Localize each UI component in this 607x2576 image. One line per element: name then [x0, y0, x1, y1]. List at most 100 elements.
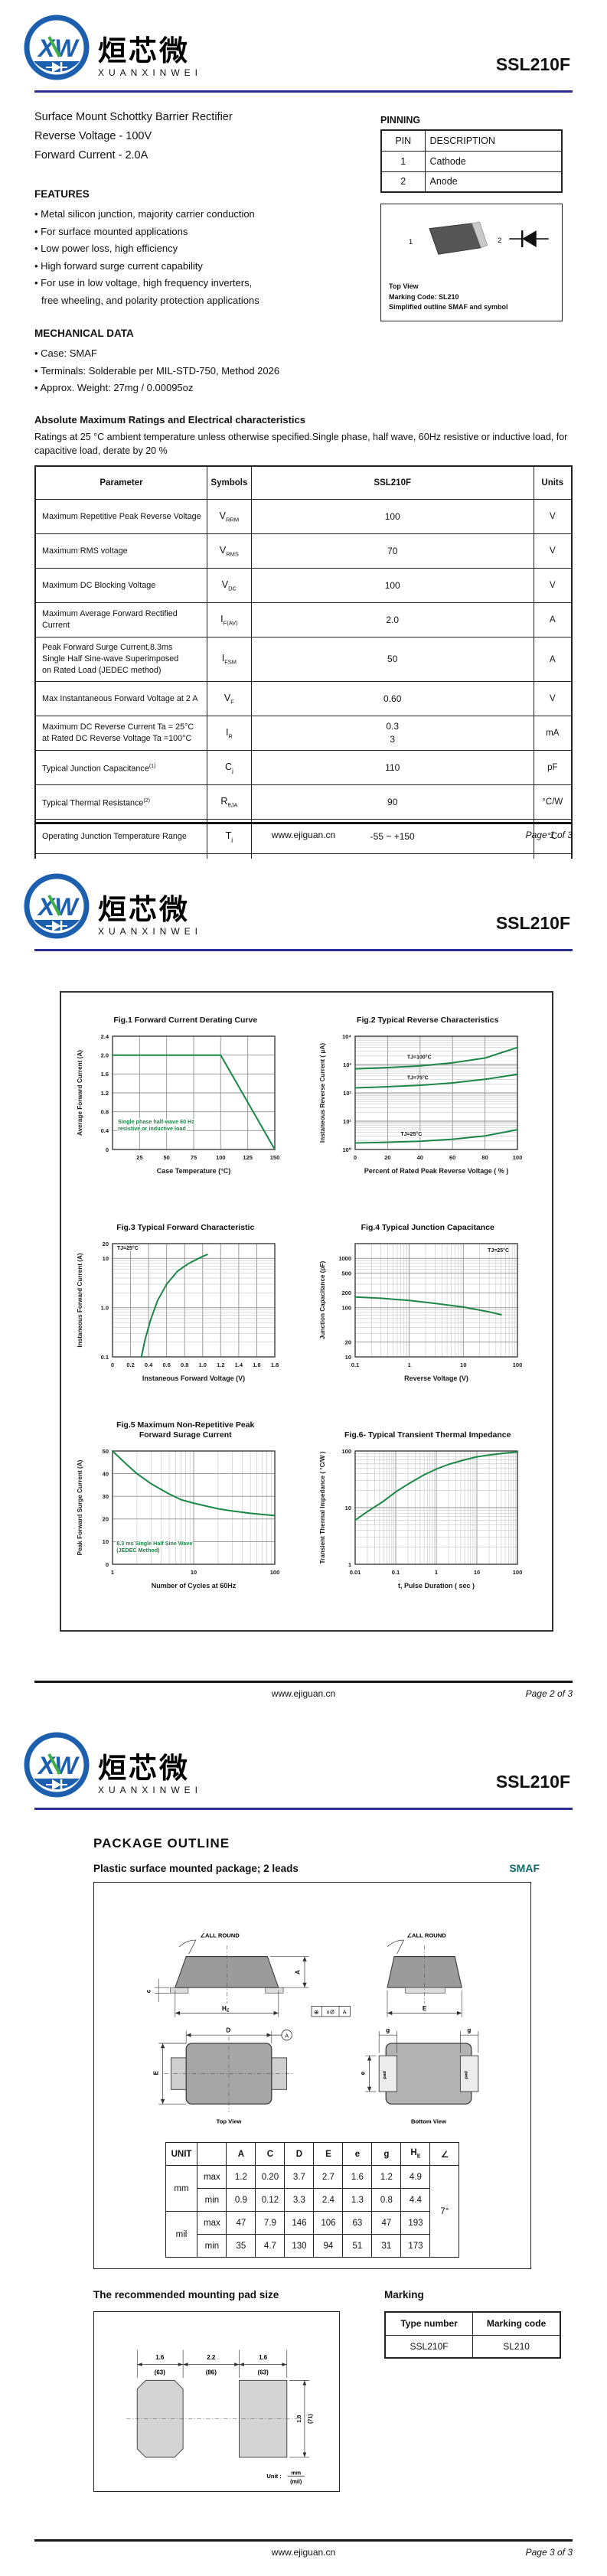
svg-text:c: c — [145, 1989, 152, 1993]
svg-text:100: 100 — [216, 1154, 226, 1161]
svg-text:e: e — [359, 2071, 366, 2075]
intro-line: Reverse Voltage - 100V — [34, 130, 152, 142]
fig4-chart: 0.1 1 10 100 10 20 100 200 500 1000 Reverse Voltag… — [319, 1243, 522, 1382]
svg-text:0: 0 — [106, 1146, 109, 1153]
col-units: Units — [533, 465, 573, 500]
svg-text:Transient Thermal Impedance (: Transient Thermal Impedance ( °C/W ) — [319, 1451, 326, 1564]
package-dimension-drawing: ∠ALL ROUND c A — [145, 1932, 479, 2124]
svg-text:A: A — [295, 1970, 302, 1974]
package-name: SMAF — [509, 1862, 540, 1874]
svg-text:∠ALL ROUND: ∠ALL ROUND — [406, 1932, 446, 1939]
website-link[interactable]: www.ejiguan.cn — [271, 1688, 336, 1699]
svg-text:60: 60 — [449, 1154, 455, 1161]
svg-text:50: 50 — [164, 1154, 170, 1161]
svg-text:Average Forward Current (A): Average Forward Current (A) — [77, 1050, 83, 1136]
svg-text:∠ALL ROUND: ∠ALL ROUND — [200, 1932, 240, 1939]
svg-text:g: g — [386, 2027, 390, 2034]
table-row: Maximum Average Forward Rectified Curren… — [34, 602, 573, 637]
svg-text:XW: XW — [37, 893, 80, 921]
svg-text:10³: 10³ — [343, 1061, 351, 1068]
svg-text:(86): (86) — [206, 2369, 217, 2375]
header-rule — [34, 90, 573, 93]
col-parameter: Parameter — [34, 465, 207, 500]
svg-text:1: 1 — [348, 1561, 351, 1568]
document-header: XW 烜芯微 XUANXINWEI SSL210F — [0, 859, 607, 944]
svg-text:20: 20 — [344, 1339, 351, 1345]
website-link[interactable]: www.ejiguan.cn — [271, 830, 336, 840]
company-logo-icon: XW — [24, 15, 90, 80]
svg-text:1.6: 1.6 — [101, 1071, 109, 1078]
svg-text:200: 200 — [341, 1290, 351, 1296]
company-name-en: XUANXINWEI — [98, 926, 203, 937]
desc-col-header: DESCRIPTION — [424, 129, 563, 152]
svg-text:0: 0 — [111, 1361, 114, 1368]
package-outline-box: 1 2 Top View Marking Code: SL210 Simplif… — [380, 204, 563, 321]
fig1-chart: 25 50 75 100 125 150 0 0.4 0.8 1.2 1.6 2.0 2.4 Case T… — [77, 1033, 279, 1175]
table-row: 1 Cathode — [380, 150, 563, 172]
svg-text:1000: 1000 — [338, 1255, 351, 1262]
svg-text:50: 50 — [103, 1448, 109, 1455]
mounting-pad-heading: The recommended mounting pad size — [93, 2289, 279, 2300]
table-row: Storage Temperature Range Tstg -55 ~ +15… — [34, 853, 573, 859]
svg-text:0.1: 0.1 — [392, 1569, 400, 1576]
feature-item: Low power loss, high efficiency — [34, 243, 178, 254]
svg-text:1.4: 1.4 — [235, 1361, 243, 1368]
svg-text:0: 0 — [354, 1154, 357, 1161]
svg-text:Instaneous Forward Voltage (V): Instaneous Forward Voltage (V) — [142, 1374, 245, 1382]
fig2-title: Fig.2 Typical Reverse Characteristics — [357, 1016, 499, 1025]
col-part: SSL210F — [250, 465, 534, 500]
header-rule — [34, 949, 573, 951]
svg-text:t, Pulse Duration ( sec ): t, Pulse Duration ( sec ) — [398, 1582, 475, 1590]
mounting-pad-box: 1.6 (63) 2.2 (86) 1.6 (63) — [93, 2311, 340, 2492]
svg-text:TJ=25°C: TJ=25°C — [117, 1245, 139, 1251]
features-list: Metal silicon junction, majority carrier… — [34, 206, 573, 309]
pinning-heading: PINNING — [380, 115, 421, 126]
svg-text:10¹: 10¹ — [343, 1118, 351, 1125]
package-drawing-box: ∠ALL ROUND c A — [93, 1882, 531, 2269]
document-header: XW 烜芯微 XUANXINWEI SSL210F — [0, 1717, 607, 1803]
svg-text:Instaneous Reverse Current ( μ: Instaneous Reverse Current ( μA) — [319, 1043, 326, 1143]
svg-text:Reverse Voltage (V): Reverse Voltage (V) — [404, 1374, 468, 1382]
svg-text:TJ=75°C: TJ=75°C — [407, 1074, 429, 1081]
fig2-chart: 0 20 40 60 80 100 10⁰ 10¹ 10² 10³ 10⁴ Percent of Ra… — [319, 1033, 522, 1175]
pinning-column: PINNING PIN DESCRIPTION 1 Cathode 2 Anod… — [380, 115, 563, 321]
table-row: SSL210F SL210 — [384, 2334, 561, 2359]
svg-text:TJ=100°C: TJ=100°C — [407, 1054, 432, 1060]
svg-text:Percent of Rated Peak Reverse: Percent of Rated Peak Reverse Voltage ( … — [364, 1167, 508, 1175]
table-row: Maximum RMS voltage VRMS 70 V — [34, 533, 573, 569]
mech-item: Case: SMAF — [34, 347, 97, 359]
svg-text:80: 80 — [481, 1154, 488, 1161]
pin-col-header: PIN — [380, 129, 426, 152]
mech-item: Terminals: Solderable per MIL-STD-750, M… — [34, 365, 279, 377]
svg-text:10: 10 — [344, 1354, 351, 1361]
svg-text:8.3 ms Single Half Sine Wave(J: 8.3 ms Single Half Sine Wave (JEDEC Metho… — [116, 1540, 192, 1554]
svg-text:(mil): (mil) — [290, 2479, 302, 2485]
dimension-table: UNIT A C D E e g HE ∠ mm max 1.2 0.20 3.… — [165, 2142, 460, 2258]
fig2-cell: Fig.2 Typical Reverse Characteristics 0 2… — [307, 1005, 550, 1208]
table-row: 2 Anode — [380, 171, 563, 193]
svg-text:125: 125 — [243, 1154, 253, 1161]
company-logo-icon: XW — [24, 1732, 90, 1798]
package-subheading: Plastic surface mounted package; 2 leads — [93, 1863, 299, 1874]
fig1-title: Fig.1 Forward Current Derating Curve — [113, 1016, 258, 1025]
svg-text:0.1: 0.1 — [351, 1361, 359, 1368]
svg-text:500: 500 — [341, 1270, 351, 1277]
company-logo-icon: XW — [24, 873, 90, 939]
svg-text:Peak Forward Surge Current (A): Peak Forward Surge Current (A) — [77, 1459, 83, 1555]
website-link[interactable]: www.ejiguan.cn — [271, 2547, 336, 2558]
fig6-title: Fig.6- Typical Transient Thermal Impedan… — [344, 1430, 511, 1440]
svg-text:∨Ø: ∨Ø — [326, 2008, 335, 2015]
intro-line: Surface Mount Schottky Barrier Rectifier — [34, 111, 233, 123]
svg-text:1.2: 1.2 — [217, 1361, 224, 1368]
package-symbol-drawing: 1 2 — [409, 221, 549, 255]
svg-text:0.4: 0.4 — [145, 1361, 153, 1368]
page-footer: www.ejiguan.cn Page 1 of 3 — [34, 822, 573, 840]
page-indicator: Page 3 of 3 — [525, 2547, 573, 2558]
svg-text:0.2: 0.2 — [127, 1361, 135, 1368]
mech-item: Approx. Weight: 27mg / 0.00095oz — [34, 382, 193, 393]
svg-text:mm: mm — [291, 2470, 301, 2476]
svg-text:10: 10 — [474, 1569, 480, 1576]
svg-text:(63): (63) — [155, 2369, 166, 2375]
company-name-en: XUANXINWEI — [98, 67, 203, 78]
svg-text:20: 20 — [103, 1241, 109, 1247]
